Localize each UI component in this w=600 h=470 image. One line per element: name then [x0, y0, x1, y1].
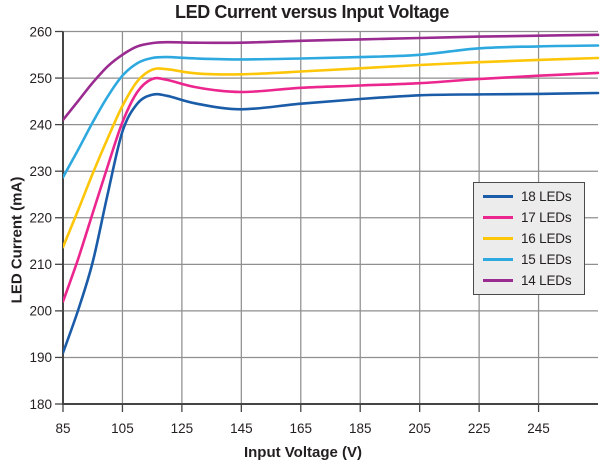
- chart-title: LED Current versus Input Voltage: [175, 2, 449, 22]
- y-tick-label: 260: [29, 24, 52, 39]
- legend-entry-14-leds: 14 LEDs: [474, 273, 584, 288]
- legend-swatch: [483, 258, 513, 261]
- series-line-18-leds: [63, 91, 600, 355]
- legend-label: 16 LEDs: [521, 231, 572, 246]
- x-tick-label: 225: [468, 421, 491, 436]
- legend: 18 LEDs 17 LEDs 16 LEDs 15 LEDs 14 LEDs: [473, 182, 585, 295]
- y-tick-label: 210: [29, 257, 52, 272]
- y-tick-label: 190: [29, 350, 52, 365]
- legend-label: 14 LEDs: [521, 273, 572, 288]
- x-tick-label: 125: [171, 421, 194, 436]
- legend-entry-16-leds: 16 LEDs: [474, 231, 584, 246]
- legend-entry-17-leds: 17 LEDs: [474, 210, 584, 225]
- y-tick-label: 250: [29, 71, 52, 86]
- y-tick-label: 240: [29, 117, 52, 132]
- series-line-16-leds: [63, 56, 600, 249]
- legend-entry-18-leds: 18 LEDs: [474, 189, 584, 204]
- x-tick-label: 245: [527, 421, 550, 436]
- legend-swatch: [483, 279, 513, 282]
- x-tick-label: 85: [55, 421, 70, 436]
- x-tick-label: 145: [230, 421, 253, 436]
- x-tick-label: 105: [111, 421, 134, 436]
- legend-swatch: [483, 237, 513, 240]
- x-axis-label: Input Voltage (V): [243, 444, 363, 461]
- legend-swatch: [483, 216, 513, 219]
- legend-label: 17 LEDs: [521, 210, 572, 225]
- x-tick-label: 185: [349, 421, 372, 436]
- y-tick-label: 220: [29, 211, 52, 226]
- x-tick-label: 205: [408, 421, 431, 436]
- y-tick-label: 200: [29, 304, 52, 319]
- series-line-17-leds: [63, 71, 600, 303]
- legend-label: 18 LEDs: [521, 189, 572, 204]
- legend-swatch: [483, 195, 513, 198]
- y-tick-label: 230: [29, 164, 52, 179]
- legend-entry-15-leds: 15 LEDs: [474, 252, 584, 267]
- y-tick-label: 180: [29, 397, 52, 412]
- x-tick-label: 165: [290, 421, 313, 436]
- legend-label: 15 LEDs: [521, 252, 572, 267]
- series-line-15-leds: [63, 44, 600, 179]
- series-line-14-leds: [63, 33, 600, 122]
